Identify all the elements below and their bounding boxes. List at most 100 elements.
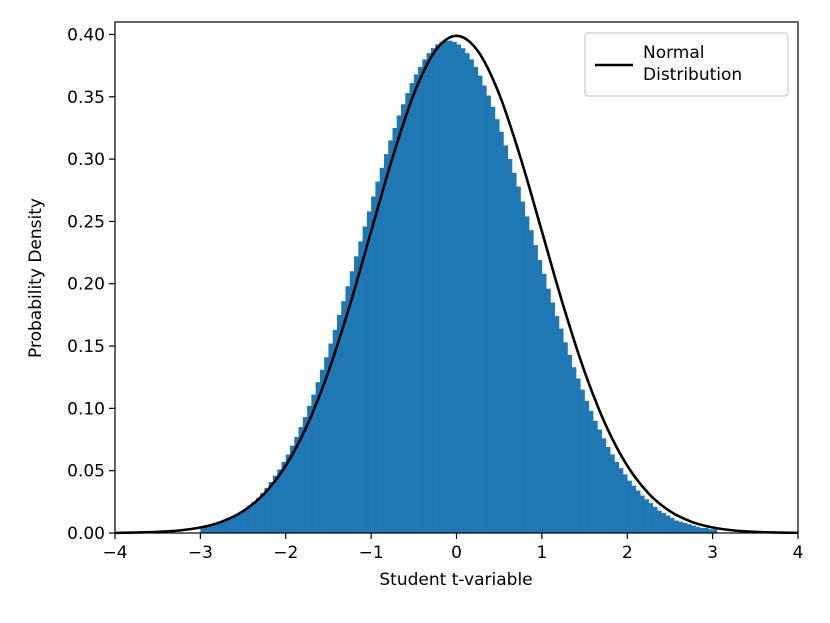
- histogram-bar: [704, 528, 709, 533]
- histogram-bar: [563, 342, 568, 533]
- histogram-bar: [465, 53, 470, 533]
- histogram-bar: [533, 245, 538, 533]
- histogram-bar: [499, 131, 504, 533]
- histogram-bar: [238, 511, 244, 533]
- histogram-bar: [302, 417, 308, 533]
- histogram-bar: [494, 119, 500, 534]
- histogram-bar: [418, 66, 423, 534]
- histogram-bar: [580, 389, 585, 533]
- histogram-bar: [537, 260, 543, 533]
- histogram-bar: [695, 526, 701, 533]
- histogram-bar: [298, 427, 304, 533]
- y-tick-label: 0.00: [67, 524, 105, 544]
- histogram-bar: [277, 469, 282, 533]
- histogram-bar: [217, 523, 223, 533]
- histogram-bar: [405, 93, 410, 533]
- histogram-bar: [349, 271, 355, 533]
- histogram-bar: [605, 447, 611, 533]
- histogram-bar: [307, 405, 312, 533]
- histogram-bar: [546, 288, 551, 533]
- histogram-bar: [456, 44, 462, 534]
- histogram-bar: [230, 516, 235, 533]
- histogram-bar: [447, 40, 453, 533]
- histogram-bar: [674, 520, 679, 533]
- histogram-bar: [366, 211, 372, 533]
- histogram-bar: [601, 438, 607, 533]
- histogram-bar: [657, 510, 662, 533]
- histogram-bar: [584, 400, 590, 533]
- histogram-bar: [610, 454, 615, 533]
- histogram-bar: [264, 488, 269, 533]
- y-axis-label: Probability Density: [26, 198, 46, 358]
- histogram-bar: [678, 521, 684, 533]
- histogram-bar: [541, 273, 547, 533]
- histogram-bar: [396, 115, 402, 533]
- histogram-bar: [243, 509, 248, 533]
- histogram-bar: [588, 410, 594, 533]
- y-tick-label: 0.05: [67, 462, 105, 482]
- histogram-bar: [443, 40, 449, 533]
- histogram-bar: [477, 75, 483, 533]
- histogram-bar: [439, 41, 444, 533]
- histogram-bar: [490, 106, 496, 533]
- histogram-bar: [576, 378, 581, 533]
- histogram-bar: [255, 498, 261, 533]
- histogram-bar: [682, 523, 688, 533]
- histogram-bar: [225, 519, 231, 533]
- histogram-bars: [200, 40, 718, 534]
- legend-box: [584, 32, 789, 97]
- histogram-bar: [208, 525, 214, 533]
- histogram-bar: [272, 475, 278, 533]
- histogram-bar: [204, 526, 210, 533]
- histogram-bar: [524, 216, 530, 533]
- histogram-bar: [627, 480, 632, 533]
- x-tick-label: 4: [793, 543, 804, 563]
- histogram-bar: [452, 41, 457, 533]
- histogram-bar: [558, 328, 564, 533]
- histogram-bar: [401, 104, 406, 533]
- histogram-bar: [260, 493, 265, 533]
- histogram-bar: [614, 461, 620, 533]
- x-tick-label: −3: [188, 543, 213, 563]
- histogram-bar: [392, 127, 398, 533]
- histogram-bar: [473, 66, 479, 534]
- histogram-bar: [631, 485, 637, 533]
- histogram-bar: [251, 501, 257, 533]
- histogram-bar: [669, 518, 675, 533]
- x-tick-label: −2: [273, 543, 298, 563]
- histogram-bar: [511, 172, 517, 533]
- histogram-bar: [550, 302, 555, 533]
- normal-distribution-line: [114, 34, 799, 535]
- histogram-bar: [430, 48, 436, 534]
- y-tick-label: 0.40: [67, 25, 105, 45]
- histogram-bar: [290, 445, 295, 533]
- histogram-bar: [622, 474, 628, 533]
- histogram-bar: [358, 241, 363, 534]
- histogram-bar: [507, 159, 513, 533]
- histogram-bar: [486, 95, 491, 533]
- histogram-bar: [379, 167, 385, 533]
- x-tick-label: 3: [707, 543, 718, 563]
- histogram-bar: [571, 367, 577, 533]
- x-tick-label: 1: [536, 543, 547, 563]
- histogram-bar: [503, 145, 509, 533]
- histogram-bar: [529, 230, 534, 533]
- histogram-bar: [388, 140, 393, 533]
- histogram-bar: [413, 74, 419, 533]
- y-axis-ticks: 0.00 0.05 0.10 0.15 0.20 0.25 0.30 0.35 0.40: [67, 25, 115, 544]
- histogram-bar: [345, 286, 351, 533]
- histogram-bar: [332, 329, 338, 533]
- histogram-bar: [554, 316, 560, 533]
- histogram-bar: [336, 314, 342, 533]
- histogram-bar: [319, 369, 325, 533]
- histogram-bar: [618, 468, 624, 533]
- y-tick-label: 0.35: [67, 88, 105, 108]
- y-tick-label: 0.30: [67, 150, 105, 170]
- histogram-bar: [200, 528, 205, 533]
- histogram-bar: [597, 429, 602, 533]
- histogram-bar: [311, 394, 316, 533]
- y-tick-label: 0.10: [67, 399, 105, 419]
- histogram-bar: [460, 48, 466, 534]
- histogram-bar: [281, 461, 287, 533]
